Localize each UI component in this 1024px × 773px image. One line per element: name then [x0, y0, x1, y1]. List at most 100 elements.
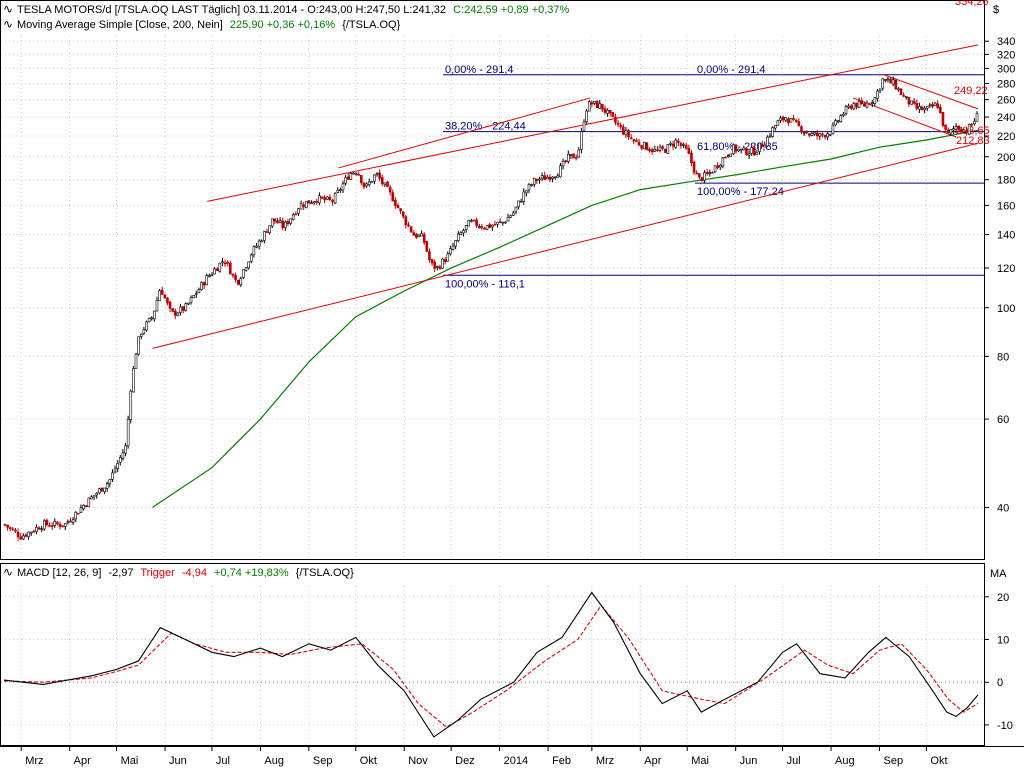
candle-down	[425, 241, 429, 252]
candle-up	[35, 526, 38, 533]
candle-up	[582, 121, 586, 132]
candle-down	[787, 118, 790, 124]
candle-up	[949, 129, 953, 134]
candle-down	[407, 224, 410, 227]
candle-down	[388, 186, 392, 193]
candle-up	[139, 333, 143, 337]
candle-down	[428, 251, 431, 260]
candle-down	[965, 130, 968, 134]
candle-up	[441, 258, 444, 269]
candle-down	[286, 221, 290, 225]
candle-up	[624, 130, 628, 136]
candle-down	[608, 109, 612, 114]
candle-up	[747, 153, 751, 156]
candle-up	[197, 289, 201, 294]
price-tick-label: 160	[997, 200, 1015, 212]
macd-line	[3, 591, 979, 738]
candle-down	[632, 139, 636, 142]
candle-up	[145, 321, 148, 331]
fib-label: 100,00% - 116,1	[445, 278, 525, 290]
candle-up	[459, 232, 463, 235]
x-tick-label: Mai	[691, 755, 709, 767]
candle-down	[899, 88, 903, 96]
trendline-downtrend_upper	[882, 73, 979, 110]
candle-down	[346, 176, 350, 180]
candle-up	[352, 172, 355, 175]
candle-up	[312, 201, 316, 204]
candle-up	[530, 184, 533, 186]
candle-up	[842, 113, 845, 117]
candle-up	[456, 233, 460, 241]
candle-up	[325, 196, 329, 200]
candle-down	[894, 79, 898, 90]
candle-up	[333, 193, 337, 204]
candle-up	[299, 203, 303, 210]
candle-up	[532, 178, 536, 185]
candle-up	[952, 128, 955, 131]
candle-up	[344, 177, 347, 184]
candle-down	[745, 148, 748, 156]
x-tick-label: Okt	[930, 755, 947, 767]
candle-down	[627, 130, 630, 138]
candle-up	[517, 200, 520, 208]
candle-down	[281, 220, 285, 228]
candle-down	[412, 232, 416, 236]
candle-up	[779, 117, 782, 121]
candle-down	[84, 505, 88, 508]
price-label-upper_channel: 334,26	[955, 0, 989, 8]
candle-up	[420, 233, 423, 237]
price-tick-label: 200	[997, 152, 1015, 164]
candle-up	[74, 511, 78, 520]
candle-up	[304, 201, 308, 208]
candle-down	[331, 199, 334, 203]
candle-up	[967, 124, 971, 135]
candle-down	[276, 220, 279, 224]
candle-up	[210, 273, 214, 276]
candle-up	[844, 106, 848, 114]
candle-up	[289, 218, 292, 224]
candle-up	[194, 293, 198, 295]
candle-up	[367, 181, 371, 185]
candle-down	[671, 143, 675, 147]
candle-up	[593, 100, 596, 104]
candle-up	[606, 109, 609, 114]
candle-up	[126, 418, 130, 447]
candle-down	[601, 103, 604, 110]
macd-tick-label: -10	[997, 720, 1013, 732]
candle-up	[763, 144, 767, 148]
candle-down	[202, 282, 206, 286]
candle-up	[577, 149, 581, 158]
candle-up	[933, 102, 937, 107]
candle-up	[451, 245, 455, 250]
price-label-ma200: 208,65	[956, 125, 990, 137]
candle-down	[328, 197, 332, 200]
candle-down	[11, 528, 15, 531]
ma-indicator-label: Moving Average Simple [Close, 200, Nein]	[17, 19, 223, 31]
candle-down	[889, 78, 892, 84]
candle-up	[116, 462, 119, 469]
candle-up	[884, 79, 887, 81]
candle-up	[129, 390, 133, 420]
x-tick-label: Aug	[264, 755, 284, 767]
candle-down	[401, 211, 405, 217]
candle-up	[336, 189, 340, 193]
candle-up	[268, 225, 271, 234]
ma-value-change: 225,90 +0,36 +0,16%	[230, 19, 335, 31]
candle-down	[166, 297, 169, 304]
candle-down	[386, 181, 389, 188]
price-tick-label: 120	[997, 263, 1015, 275]
candle-down	[679, 142, 683, 146]
candle-up	[509, 215, 512, 218]
candle-up	[925, 106, 929, 109]
candle-up	[928, 104, 932, 107]
candle-down	[711, 171, 714, 174]
candle-up	[501, 221, 505, 224]
ma200-layer	[152, 129, 979, 508]
candle-down	[56, 521, 59, 525]
candle-down	[808, 133, 811, 136]
candle-up	[29, 531, 33, 534]
candle-up	[556, 175, 560, 178]
candle-down	[645, 142, 649, 151]
candle-up	[365, 183, 368, 187]
candle-down	[396, 205, 400, 209]
